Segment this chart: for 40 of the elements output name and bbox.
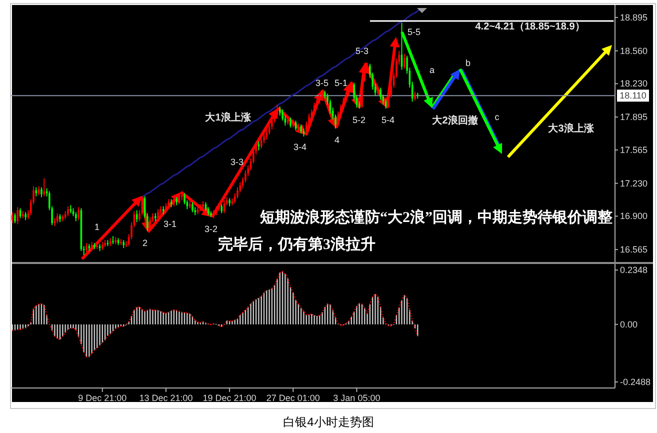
y-tick-label: 18.230 [620, 78, 648, 89]
annotation: 4 [334, 135, 340, 145]
annotation: 大2浪回撤 [431, 114, 478, 126]
y-tick-label: 16.900 [620, 211, 648, 222]
y-tick-label: -0.2488 [620, 376, 651, 387]
annotation: 5-5 [407, 27, 421, 37]
annotation: 5-1 [334, 78, 348, 88]
annotation: 1 [94, 222, 100, 232]
x-tick-label: 9 Dec 21:00 [78, 393, 127, 403]
annotation: b [465, 58, 471, 68]
annotation: 5-2 [352, 115, 366, 125]
annotation: 3-2 [204, 224, 218, 234]
annotation: 4.2~4.21（18.85~18.9） [475, 22, 585, 32]
y-tick-label: 17.230 [620, 178, 648, 188]
x-tick-label: 3 Jan 05:00 [333, 393, 380, 403]
annotation: 大3浪上涨 [547, 122, 595, 134]
annotation: 3-5 [315, 78, 329, 88]
annotation: 完毕后，仍有第3浪拉升 [218, 235, 376, 253]
x-tick-label: 13 Dec 21:00 [139, 393, 193, 403]
annotation: 短期波浪形态谨防“大2浪”回调，中期走势待银价调整 [259, 208, 612, 226]
annotation: 5-3 [355, 46, 369, 56]
annotation: a [429, 65, 435, 75]
annotation: 5-4 [381, 115, 395, 125]
annotation: 3-4 [293, 142, 307, 152]
y-tick-label: 18.560 [620, 46, 648, 56]
annotation: 3-3 [230, 157, 244, 167]
annotation: 2 [142, 238, 148, 248]
annotation: 3-1 [163, 219, 177, 229]
annotation: c [494, 112, 500, 122]
y-tick-label: 17.565 [620, 144, 648, 155]
y-tick-label: 18.895 [620, 12, 648, 22]
y-tick-label: 0.2348 [620, 265, 648, 276]
ref-line-label: 18.110 [620, 90, 646, 101]
text: 白银4小时走势图 [283, 415, 374, 429]
x-tick-label: 19 Dec 21:00 [202, 393, 256, 403]
x-tick-label: 27 Dec 01:00 [266, 393, 320, 403]
y-tick-label: 17.895 [620, 112, 648, 122]
y-tick-label: 0.00 [620, 319, 638, 330]
y-tick-label: 16.565 [620, 244, 648, 255]
annotation: 大1浪上涨 [204, 112, 252, 124]
